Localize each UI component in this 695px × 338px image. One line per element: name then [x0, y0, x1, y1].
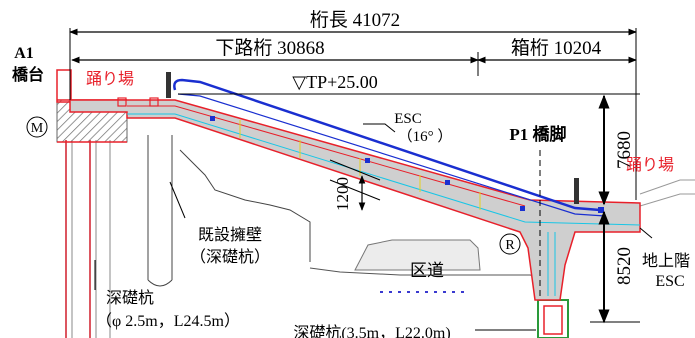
- box-girder-label: 箱桁 10204: [511, 37, 602, 59]
- ward-road-label: 区道: [410, 261, 444, 280]
- piles: [65, 135, 569, 338]
- dimension-lines: [69, 28, 653, 331]
- road-structure: [354, 239, 481, 271]
- marker-r-circle: [499, 233, 521, 255]
- marker-r: R: [505, 238, 515, 253]
- p1-pier-label: P1 橋脚: [509, 124, 566, 144]
- marker-m-circle: [26, 116, 48, 138]
- deep-pile-label-1: 深礎杭: [106, 289, 154, 307]
- tp-level-label: ▽TP+25.00: [292, 72, 378, 92]
- ground-esc-structure: [639, 179, 695, 207]
- total-length-label: 桁長 41072: [310, 9, 400, 31]
- landing-left-label: 踊り場: [86, 70, 134, 88]
- retaining-wall-label-2: （深礎杭）: [190, 248, 270, 266]
- height-lower-label: 8520: [614, 247, 635, 285]
- retaining-wall-label-1: 既設擁壁: [198, 225, 262, 244]
- a1-label-line2: 橋台: [12, 65, 44, 84]
- ground-esc-label-2: ESC: [655, 273, 684, 290]
- girder-body: [69, 99, 641, 301]
- ground-esc-label-1: 地上階: [642, 252, 690, 270]
- height-upper-label: 7680: [614, 131, 635, 169]
- deep-pile-label-2: （φ 2.5m，L24.5m）: [96, 312, 240, 330]
- slab-thickness-label: 1200: [333, 177, 352, 211]
- lower-girder-label: 下路桁 30868: [215, 37, 324, 59]
- girder: [69, 97, 641, 301]
- escalator: [166, 72, 606, 217]
- esc-angle-label: （16° ）: [398, 128, 453, 145]
- a1-label-line1: A1: [14, 45, 34, 62]
- esc-label: ESC: [394, 111, 422, 127]
- marker-m: M: [31, 121, 44, 136]
- deep-pile-bottom-label: 深礎杭(3.5m，L22.0m): [293, 324, 450, 338]
- retaining-wall-outline: [179, 149, 311, 262]
- landing-right-label: 踊り場: [626, 156, 674, 174]
